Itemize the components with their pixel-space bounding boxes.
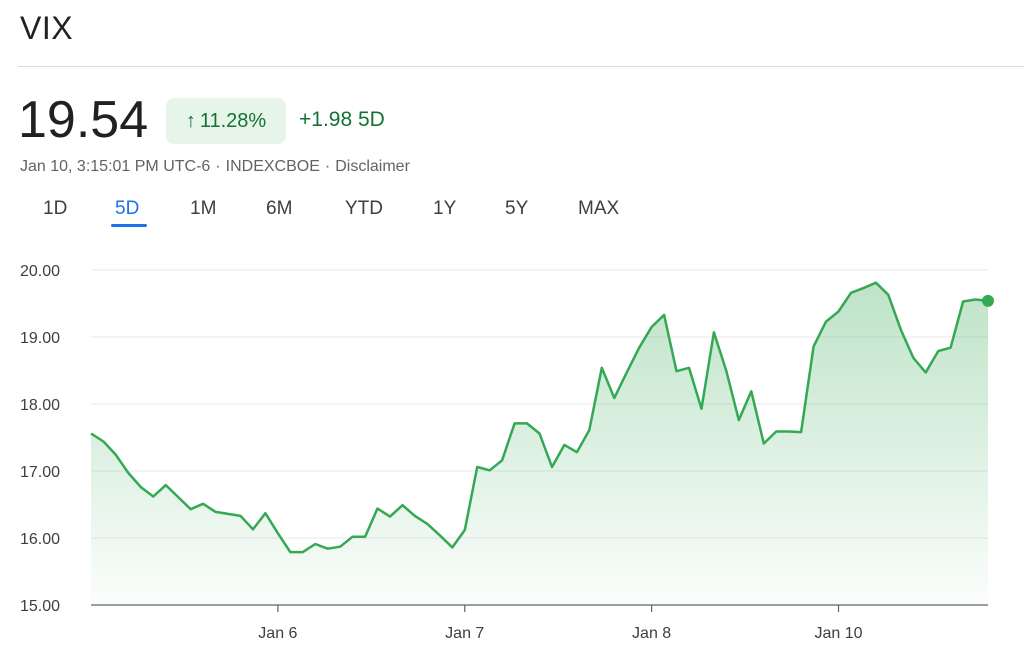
y-tick-label: 17.00 xyxy=(20,464,60,481)
current-price-dot xyxy=(982,294,994,307)
separator-dot: · xyxy=(324,158,331,175)
tab-6m[interactable]: 6M xyxy=(266,198,293,219)
current-price: 19.54 xyxy=(18,91,149,149)
price-chart[interactable]: 15.00 16.00 17.00 18.00 19.00 20.00 Jan 6 Jan … xyxy=(0,250,1024,666)
y-tick-label: 20.00 xyxy=(20,263,60,280)
exchange-name: INDEXCBOE xyxy=(225,158,320,175)
tab-max[interactable]: MAX xyxy=(578,198,620,219)
separator-dot: · xyxy=(215,158,221,175)
active-tab-indicator xyxy=(111,224,147,227)
x-tick-label: Jan 7 xyxy=(445,625,484,642)
price-area-fill xyxy=(91,282,988,605)
ticker-title: VIX xyxy=(20,10,74,46)
arrow-up-icon: ↑ xyxy=(185,109,196,132)
x-tick-label: Jan 6 xyxy=(258,625,297,642)
absolute-change-value: +1.98 xyxy=(299,108,353,131)
y-tick-label: 16.00 xyxy=(20,531,60,548)
x-tick-label: Jan 8 xyxy=(632,625,671,642)
tab-1d[interactable]: 1D xyxy=(43,198,68,219)
timestamp: Jan 10, 3:15:01 PM UTC-6 xyxy=(20,158,211,175)
price-line xyxy=(90,281,989,554)
y-tick-label: 15.00 xyxy=(20,598,60,615)
tab-1m[interactable]: 1M xyxy=(190,198,217,219)
x-tick-label: Jan 10 xyxy=(814,625,862,642)
percent-change-value: 11.28% xyxy=(199,109,267,132)
tab-ytd[interactable]: YTD xyxy=(345,198,383,219)
header-divider xyxy=(18,66,1024,67)
absolute-change: +1.98 5D xyxy=(299,108,385,132)
tab-1y[interactable]: 1Y xyxy=(433,198,457,219)
quote-metadata: Jan 10, 3:15:01 PM UTC-6 · INDEXCBOE · Discl… xyxy=(20,158,410,176)
percent-change-badge: ↑ 11.28% xyxy=(166,98,286,144)
change-period: 5D xyxy=(357,108,385,131)
tab-5y[interactable]: 5Y xyxy=(505,198,529,219)
disclaimer-link[interactable]: Disclaimer xyxy=(335,158,410,175)
y-tick-label: 19.00 xyxy=(20,330,60,347)
y-tick-label: 18.00 xyxy=(20,397,60,414)
tab-5d[interactable]: 5D xyxy=(115,198,140,219)
